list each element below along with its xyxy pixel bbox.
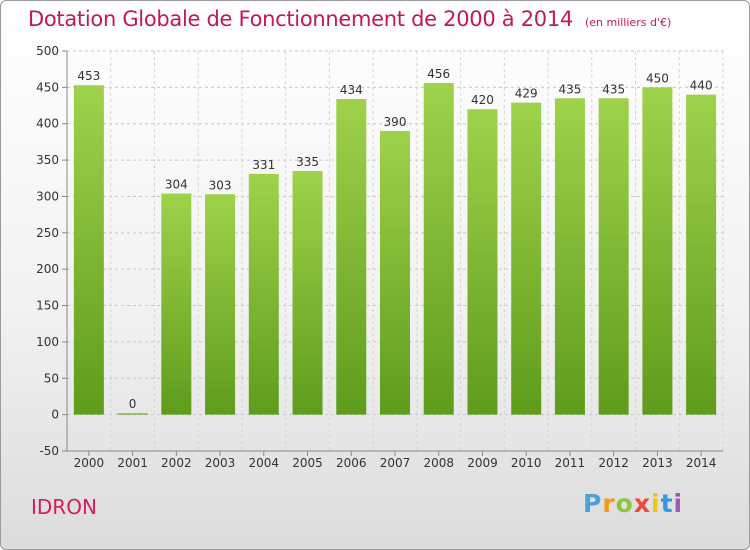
data-label-2006: 434 <box>340 83 363 97</box>
y-tick-label: 500 <box>36 44 59 58</box>
x-tick-label-2003: 2003 <box>205 456 236 470</box>
y-tick-label: 200 <box>36 262 59 276</box>
data-label-2005: 335 <box>296 155 319 169</box>
bar-2000 <box>73 85 104 415</box>
x-tick-label-2005: 2005 <box>292 456 323 470</box>
data-label-2012: 435 <box>602 82 625 96</box>
data-label-2001: 0 <box>129 397 137 411</box>
x-tick-label-2002: 2002 <box>161 456 192 470</box>
data-labels: 453 0 304 303 331 335 434 390 456 420 429 435 435 450… <box>77 67 712 411</box>
bar-2004 <box>248 173 279 415</box>
bar-2005 <box>292 171 323 415</box>
y-tick-label: 300 <box>36 189 59 203</box>
bar-2007 <box>380 131 410 415</box>
x-tick-label-2000: 2000 <box>74 456 105 470</box>
y-tick-label: 450 <box>36 80 59 94</box>
bars <box>73 83 717 415</box>
data-label-2007: 390 <box>384 115 407 129</box>
x-tick-label-2004: 2004 <box>249 456 280 470</box>
x-tick-label-2006: 2006 <box>336 456 367 470</box>
y-tick-label: 400 <box>36 117 59 131</box>
y-tick-label: 150 <box>36 299 59 313</box>
bar-2013 <box>642 87 673 415</box>
data-label-2004: 331 <box>252 158 275 172</box>
axes: -50 0 50 100 150 200 250 300 350 400 450 500 2000 200… <box>36 44 723 470</box>
bar-2002 <box>161 193 192 415</box>
bar-2012 <box>598 98 629 415</box>
bar-2003 <box>205 194 236 415</box>
y-tick-label: 350 <box>36 153 59 167</box>
chart-title-text: Dotation Globale de Fonctionnement de 20… <box>28 7 573 31</box>
proxiti-logo: Proxiti <box>583 489 684 518</box>
town-name: IDRON <box>31 495 97 519</box>
data-label-2002: 304 <box>165 178 188 192</box>
y-tick-label: 50 <box>44 371 59 385</box>
data-label-2003: 303 <box>209 178 232 192</box>
bar-2011 <box>554 98 585 415</box>
data-label-2013: 450 <box>646 71 669 85</box>
x-tick-label-2014: 2014 <box>686 456 717 470</box>
chart-subtitle: (en milliers d'€) <box>584 16 672 29</box>
y-tick-label: 100 <box>36 335 59 349</box>
x-tick-label-2011: 2011 <box>555 456 586 470</box>
x-tick-label-2013: 2013 <box>642 456 673 470</box>
bar-2010 <box>511 102 542 415</box>
y-tick-label: 250 <box>36 226 59 240</box>
data-label-2000: 453 <box>77 69 100 83</box>
bar-2009 <box>467 109 498 415</box>
x-tick-label-2007: 2007 <box>380 456 411 470</box>
x-tick-label-2010: 2010 <box>511 456 542 470</box>
x-tick-label-2012: 2012 <box>598 456 629 470</box>
chart-title: Dotation Globale de Fonctionnement de 20… <box>28 7 671 31</box>
y-tick-label: -50 <box>39 444 59 458</box>
bar-2006 <box>336 99 367 415</box>
y-tick-label: 0 <box>51 408 59 422</box>
data-label-2010: 429 <box>515 87 538 101</box>
x-tick-label-2009: 2009 <box>467 456 498 470</box>
bar-2001 <box>117 413 148 415</box>
bar-2014 <box>686 94 717 415</box>
data-label-2009: 420 <box>471 93 494 107</box>
bar-2008 <box>423 83 454 415</box>
data-label-2008: 456 <box>427 67 450 81</box>
data-label-2011: 435 <box>558 82 581 96</box>
x-tick-label-2001: 2001 <box>117 456 148 470</box>
x-tick-label-2008: 2008 <box>423 456 454 470</box>
data-label-2014: 440 <box>690 79 713 93</box>
